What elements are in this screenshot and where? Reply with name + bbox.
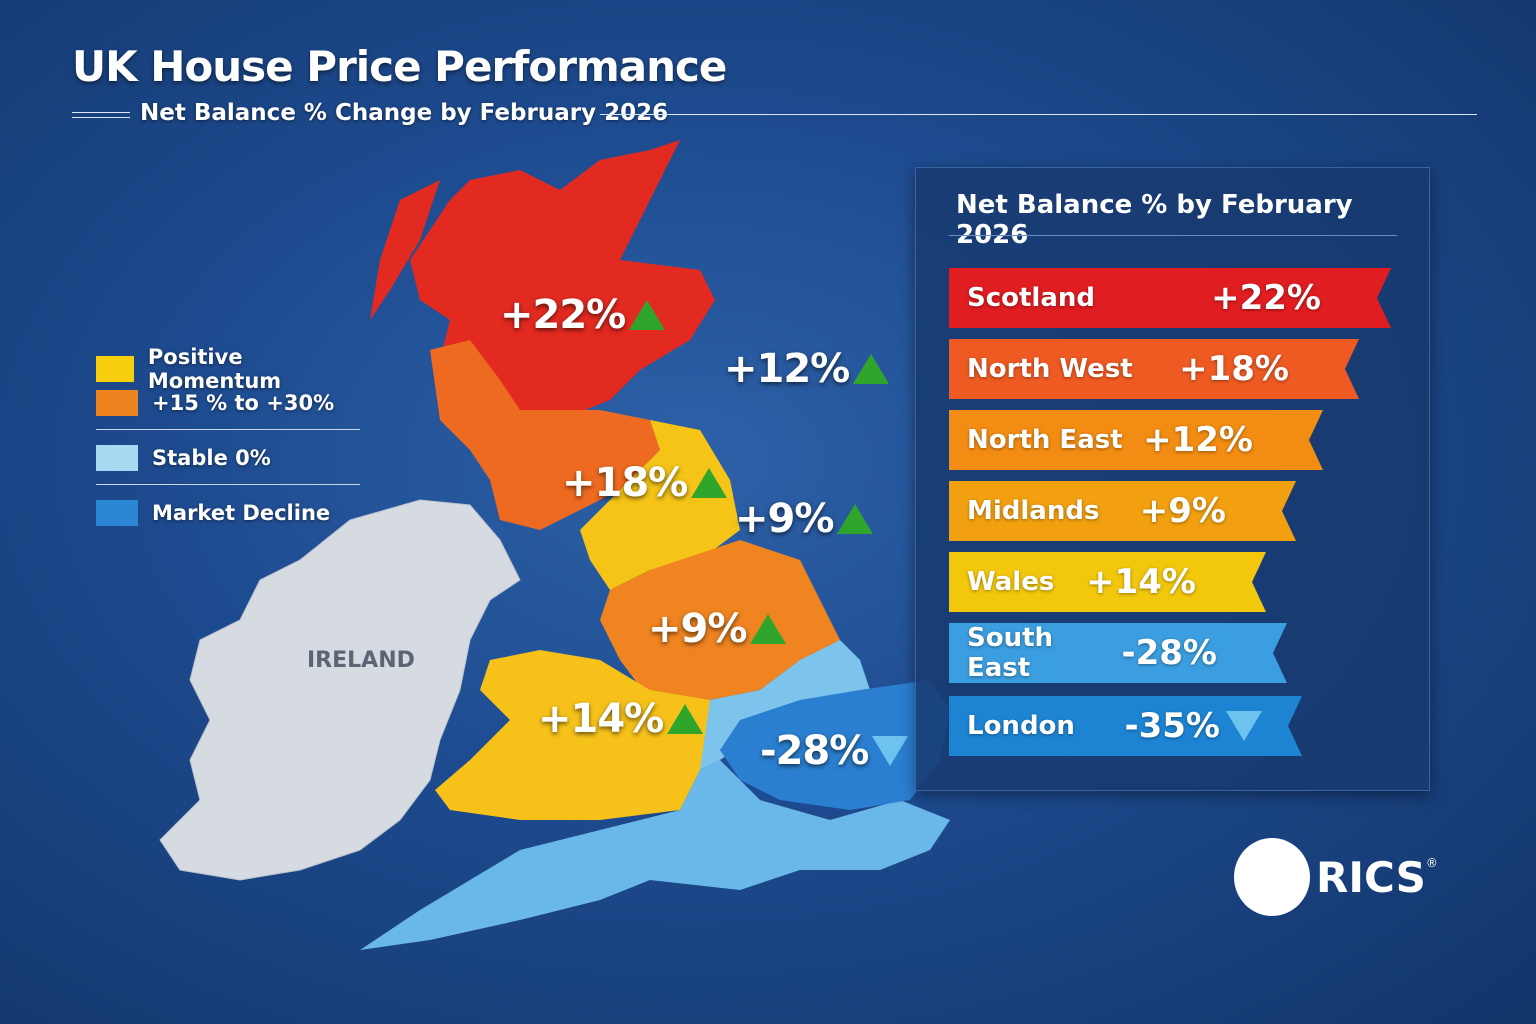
row-value-group: -35% [1125, 706, 1263, 746]
map-value: +14% [538, 696, 664, 742]
page-title: UK House Price Performance [72, 42, 727, 91]
scotland-region [370, 140, 715, 420]
up-arrow-icon [629, 300, 666, 330]
legend-divider [96, 484, 360, 485]
row-region: London [967, 711, 1075, 741]
rics-logo: RICS ® [1234, 838, 1438, 916]
lion-emblem-icon [1234, 838, 1310, 916]
ireland-label: IRELAND [307, 648, 415, 673]
panel-divider [949, 235, 1397, 236]
up-arrow-icon [837, 504, 874, 534]
row-scotland: Scotland +22% [949, 268, 1391, 328]
down-arrow-icon [1226, 711, 1262, 741]
row-value: -35% [1124, 706, 1220, 746]
row-value: +14% [1086, 562, 1196, 602]
row-north-east: North East +12% [949, 410, 1323, 470]
legend-swatch [96, 445, 138, 471]
row-region: Scotland [967, 283, 1096, 313]
map-value: +9% [735, 496, 834, 542]
legend: Positive Momentum +15 % to +30% Stable 0… [96, 345, 360, 530]
down-arrow-icon [872, 736, 909, 766]
row-region: North West [967, 354, 1133, 384]
panel-title: Net Balance % by February 2026 [956, 190, 1353, 250]
map-label-wales: +14% [538, 696, 704, 742]
map-label-north-west: +18% [562, 460, 728, 506]
row-london: London -35% [949, 696, 1302, 756]
legend-swatch [96, 390, 138, 416]
legend-swatch [96, 500, 138, 526]
legend-label: Market Decline [152, 501, 331, 525]
row-region: North East [967, 425, 1123, 455]
net-balance-panel: Net Balance % by February 2026 Scotland +… [915, 167, 1430, 791]
row-value: +18% [1179, 349, 1289, 389]
row-region: Wales [967, 567, 1055, 597]
map-label-scotland: +22% [500, 292, 666, 338]
legend-swatch [96, 356, 134, 382]
up-arrow-icon [750, 614, 787, 644]
map-label-midlands: +9% [648, 606, 787, 652]
legend-label: Stable 0% [152, 446, 271, 470]
map-value: +9% [648, 606, 747, 652]
south-west-region [360, 760, 950, 950]
map-value: +22% [500, 292, 626, 338]
page-subtitle: Net Balance % Change by February 2026 [140, 100, 669, 126]
registered-mark: ® [1425, 856, 1438, 870]
row-north-west: North West +18% [949, 339, 1359, 399]
logo-text: RICS [1316, 852, 1426, 902]
up-arrow-icon [853, 354, 890, 384]
legend-label: +15 % to +30% [152, 391, 335, 415]
legend-item-range: +15 % to +30% [96, 386, 360, 420]
map-label-london: -28% [760, 728, 909, 774]
map-value: +12% [724, 346, 850, 392]
legend-item-positive: Positive Momentum [96, 345, 360, 393]
up-arrow-icon [691, 468, 728, 498]
wales-region [435, 650, 715, 820]
midlands-region [600, 540, 840, 700]
row-value: -28% [1121, 633, 1217, 673]
subtitle-rule [600, 114, 1477, 115]
row-south-east: South East -28% [949, 623, 1287, 683]
row-wales: Wales +14% [949, 552, 1266, 612]
legend-label: Positive Momentum [147, 345, 282, 393]
row-region: South East [967, 623, 1054, 683]
legend-item-stable: Stable 0% [96, 441, 360, 475]
ireland-region [159, 499, 521, 881]
london-region [720, 680, 950, 810]
row-region: Midlands [967, 496, 1100, 526]
row-value: +9% [1139, 491, 1226, 531]
map-label-yorkshire: +9% [735, 496, 874, 542]
legend-item-decline: Market Decline [96, 496, 360, 530]
double-rule-divider [72, 112, 130, 118]
row-midlands: Midlands +9% [949, 481, 1296, 541]
map-value: -28% [760, 728, 869, 774]
up-arrow-icon [667, 704, 704, 734]
map-label-north-east: +12% [724, 346, 890, 392]
row-value: +22% [1211, 278, 1321, 318]
north-east-region [580, 420, 740, 590]
legend-divider [96, 429, 360, 430]
subtitle-row: Net Balance % Change by February 2026 [72, 100, 1477, 130]
map-value: +18% [562, 460, 688, 506]
north-west-region [430, 340, 660, 530]
row-value: +12% [1143, 420, 1253, 460]
